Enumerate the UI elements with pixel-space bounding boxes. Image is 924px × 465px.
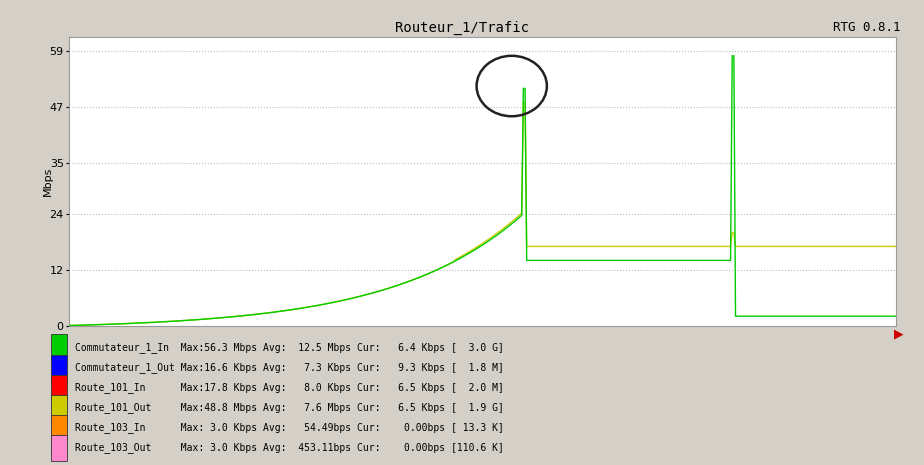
Text: Routeur_1/Trafic: Routeur_1/Trafic xyxy=(395,21,529,35)
Text: Route_103_In      Max: 3.0 Kbps Avg:   54.49bps Cur:    0.00bps [ 13.3 K]: Route_103_In Max: 3.0 Kbps Avg: 54.49bps… xyxy=(75,422,504,433)
Text: ▶: ▶ xyxy=(894,328,904,341)
Text: Route_101_Out     Max:48.8 Mbps Avg:   7.6 Mbps Cur:   6.5 Kbps [  1.9 G]: Route_101_Out Max:48.8 Mbps Avg: 7.6 Mbp… xyxy=(75,402,504,413)
Text: Route_101_In      Max:17.8 Kbps Avg:   8.0 Kbps Cur:   6.5 Kbps [  2.0 M]: Route_101_In Max:17.8 Kbps Avg: 8.0 Kbps… xyxy=(75,382,504,393)
Y-axis label: Mbps: Mbps xyxy=(43,166,53,196)
Text: Route_103_Out     Max: 3.0 Kbps Avg:  453.11bps Cur:    0.00bps [110.6 K]: Route_103_Out Max: 3.0 Kbps Avg: 453.11b… xyxy=(75,443,504,453)
Text: RTG 0.8.1: RTG 0.8.1 xyxy=(833,21,901,34)
Text: Commutateur_1_Out Max:16.6 Kbps Avg:   7.3 Kbps Cur:   9.3 Kbps [  1.8 M]: Commutateur_1_Out Max:16.6 Kbps Avg: 7.3… xyxy=(75,362,504,373)
Text: Commutateur_1_In  Max:56.3 Mbps Avg:  12.5 Mbps Cur:   6.4 Kbps [  3.0 G]: Commutateur_1_In Max:56.3 Mbps Avg: 12.5… xyxy=(75,342,504,352)
